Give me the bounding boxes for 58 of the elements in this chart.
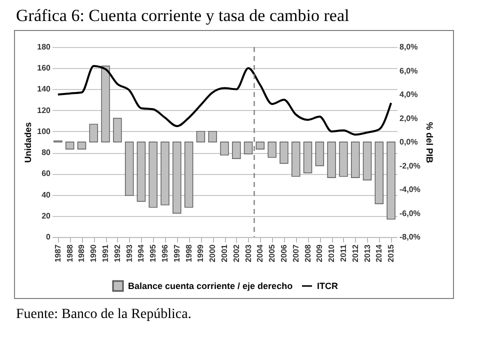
line-series xyxy=(56,65,392,136)
bar xyxy=(65,142,74,150)
x-tick-label: 1998 xyxy=(184,244,194,262)
x-tick-label: 1999 xyxy=(196,244,206,262)
bar xyxy=(256,142,265,150)
x-tick-label: 1994 xyxy=(136,244,146,262)
legend-label: ITCR xyxy=(317,281,338,291)
x-tick-label: 2011 xyxy=(338,244,348,262)
x-tick-label: 1997 xyxy=(172,244,182,262)
x-tick-label: 2001 xyxy=(220,244,229,262)
x-tick-label: 2006 xyxy=(279,244,288,262)
bar xyxy=(77,142,86,150)
x-tick-label: 1987 xyxy=(53,244,62,262)
x-tick-label: 1996 xyxy=(160,244,170,262)
x-tick-label: 1990 xyxy=(89,244,98,262)
y-tick-label: 20 xyxy=(42,211,52,220)
y2-tick-label: -8,0% xyxy=(400,232,420,242)
y-tick-label: 100 xyxy=(37,126,52,136)
y2-tick-label: 2,0% xyxy=(400,114,418,123)
x-tick-label: 2004 xyxy=(256,244,265,262)
x-tick-label: 2000 xyxy=(208,244,218,262)
y2-tick-label: 0,0% xyxy=(400,138,418,146)
x-tick-label: 1988 xyxy=(65,244,74,262)
y-tick-label: 60 xyxy=(42,169,52,178)
x-tick-label: 2013 xyxy=(362,244,372,262)
y2-tick-label: -2,0% xyxy=(400,161,420,170)
x-tick-label: 2014 xyxy=(374,244,384,262)
x-tick-label: 1991 xyxy=(101,244,110,262)
x-tick-label: 1993 xyxy=(124,244,134,262)
y2-tick-label: 4,0% xyxy=(400,90,418,99)
x-tick-label: 2009 xyxy=(315,244,324,262)
x-tick-label: 1995 xyxy=(148,244,158,262)
x-tick-label: 2003 xyxy=(244,244,253,262)
y2-tick-label: 8,0% xyxy=(400,42,418,52)
legend-label: Balance cuenta corriente / eje derecho xyxy=(128,281,294,291)
x-tick-label: 2012 xyxy=(350,244,360,262)
y-tick-label: 80 xyxy=(42,148,52,158)
y2-tick-label: 6,0% xyxy=(400,66,418,76)
y2-tick-label: -6,0% xyxy=(400,208,420,218)
x-tick-label: 2007 xyxy=(291,244,300,262)
y-tick-label: 0 xyxy=(46,232,52,242)
x-tick-label: 2002 xyxy=(232,244,241,262)
y-tick-label: 160 xyxy=(37,64,52,73)
y2-tick-label: -4,0% xyxy=(400,185,420,194)
y-tick-label: 180 xyxy=(37,42,52,52)
y2-axis-title: % del PIB xyxy=(424,122,434,164)
y-tick-label: 140 xyxy=(37,84,52,94)
x-tick-label: 2008 xyxy=(303,244,312,262)
x-tick-label: 1992 xyxy=(112,244,122,262)
x-tick-label: 2005 xyxy=(268,244,277,262)
x-tick-label: 2015 xyxy=(386,244,396,262)
y-tick-label: 40 xyxy=(42,190,52,200)
chart-title: Gráfica 6: Cuenta corriente y tasa de cambio real xyxy=(16,6,350,26)
source-note: Fuente: Banco de la República. xyxy=(16,307,192,323)
y-tick-label: 120 xyxy=(37,106,52,115)
x-tick-label: 1989 xyxy=(77,244,86,262)
y-axis-title: Unidades xyxy=(23,122,34,163)
x-tick-label: 2010 xyxy=(327,244,336,262)
